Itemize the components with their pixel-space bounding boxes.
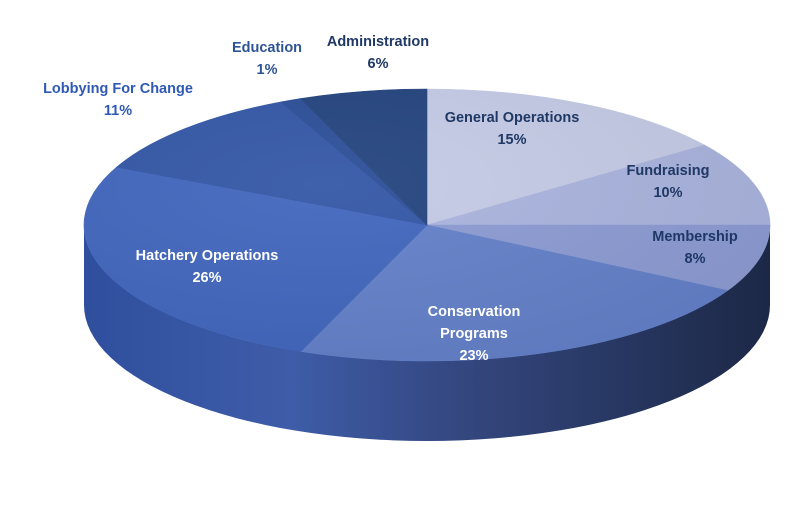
slice-value-label: 23% (459, 348, 488, 364)
pie-labels: General Operations 15% Fundraising 10% Membe… (43, 34, 738, 364)
slice-category-label: Membership (652, 229, 738, 245)
pie-label-conservation-programs: Conservation Programs 23% (428, 304, 521, 364)
pie-label-general-operations: General Operations 15% (445, 110, 580, 148)
pie-label-education: Education 1% (232, 40, 302, 78)
slice-value-label: 26% (192, 270, 221, 286)
slice-value-label: 1% (257, 62, 278, 78)
pie-slices (83, 88, 771, 362)
slice-value-label: 11% (104, 103, 132, 119)
pie-label-membership: Membership 8% (652, 229, 738, 267)
slice-value-label: 6% (368, 56, 389, 72)
pie-label-administration: Administration 6% (327, 34, 429, 72)
slice-category-label: General Operations (445, 110, 580, 126)
slice-category-label: Administration (327, 34, 429, 50)
pie-side-wall-surface (84, 225, 770, 441)
pie-label-lobbying-for-change: Lobbying For Change 11% (43, 81, 193, 119)
slice-category-label: Education (232, 40, 302, 56)
slice-value-label: 10% (653, 185, 682, 201)
slice-category-label: Fundraising (627, 163, 710, 179)
slice-category-label: Programs (440, 326, 508, 342)
pie-side-wall (84, 225, 770, 441)
pie-top-shading (84, 89, 770, 361)
slice-value-label: 15% (497, 132, 526, 148)
slice-category-label: Hatchery Operations (136, 248, 279, 264)
slice-category-label: Conservation (428, 304, 521, 320)
slice-value-label: 8% (685, 251, 706, 267)
pie-label-hatchery-operations: Hatchery Operations 26% (136, 248, 279, 286)
slice-category-label: Lobbying For Change (43, 81, 193, 97)
pie-label-fundraising: Fundraising 10% (627, 163, 710, 201)
